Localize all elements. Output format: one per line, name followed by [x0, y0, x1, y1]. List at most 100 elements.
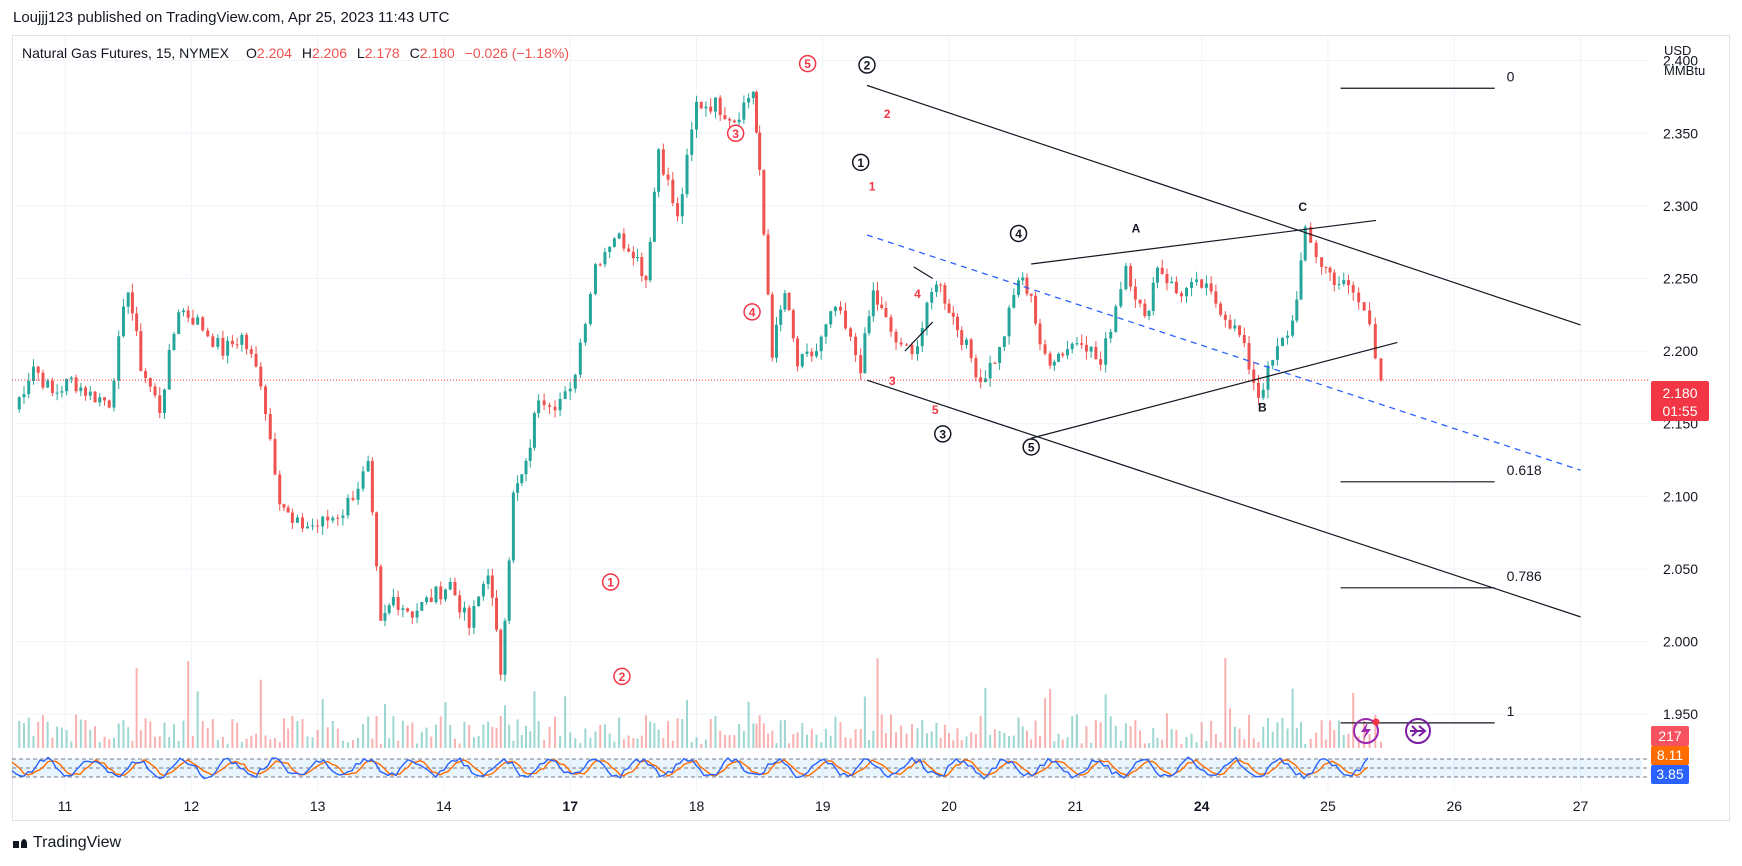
volume-bar: [1039, 735, 1042, 748]
candle-body: [1138, 299, 1142, 304]
price-axis-unit: MMBtu: [1664, 63, 1705, 78]
candle-body: [31, 366, 35, 382]
volume-bar: [1281, 717, 1284, 748]
bolt-icon[interactable]: [1353, 718, 1380, 744]
candle-body: [268, 414, 272, 440]
volume-bar: [89, 730, 92, 748]
candle-body: [718, 97, 722, 116]
volume-bar: [895, 732, 898, 748]
candle-body: [65, 378, 69, 392]
volume-bar: [453, 738, 456, 748]
candle-body: [264, 386, 268, 415]
candle-body: [1314, 242, 1318, 258]
candle-body: [462, 607, 466, 613]
volume-bar: [182, 720, 185, 748]
volume-bar: [989, 734, 992, 748]
volume-bar: [449, 724, 452, 748]
volume-bar: [1148, 743, 1151, 748]
candle-body: [1129, 265, 1133, 287]
price-axis-unit: USD: [1664, 43, 1691, 58]
time-axis-tick: 26: [1446, 798, 1462, 814]
price-axis-tick: 2.100: [1663, 488, 1698, 504]
candle-body: [366, 461, 370, 472]
candle-body: [503, 620, 507, 675]
candle-body: [742, 102, 746, 120]
candle-body: [899, 342, 903, 345]
volume-bar: [274, 738, 277, 748]
candle-body: [1247, 343, 1251, 370]
volume-bar: [60, 727, 63, 748]
volume-bar: [1139, 730, 1142, 748]
candle-body: [351, 497, 355, 500]
wave-label-primary: 5: [1028, 440, 1035, 454]
volume-bar: [608, 733, 611, 748]
volume-bar: [1119, 740, 1122, 748]
candle-body: [960, 330, 964, 345]
candle-body: [751, 91, 755, 99]
tradingview-logo-icon: [13, 838, 27, 848]
publisher-caption: Loujjj123 published on TradingView.com, …: [13, 9, 450, 26]
price-axis-tick: 2.300: [1663, 198, 1698, 214]
candle-body: [783, 293, 787, 310]
candle-body: [920, 328, 924, 347]
candle-body: [415, 610, 419, 618]
candle-body: [617, 233, 621, 239]
candle-body: [588, 293, 592, 325]
volume-bar: [589, 737, 592, 748]
volume-bar: [1324, 739, 1327, 748]
legend-ohlc: O2.204 H2.206 L2.178 C2.180 −0.026 (−1.1…: [246, 45, 569, 61]
forward-replay-icon[interactable]: [1405, 718, 1431, 744]
candle-body: [254, 353, 258, 367]
volume-bar: [1291, 688, 1294, 748]
volume-bar: [1190, 733, 1193, 748]
candle-body: [191, 317, 195, 325]
volume-bar: [1200, 722, 1203, 748]
volume-bar: [144, 718, 147, 748]
volume-bar: [1338, 720, 1341, 748]
candle-body: [943, 285, 947, 304]
volume-bar: [752, 723, 755, 748]
volume-bar: [1363, 720, 1366, 748]
candle-body: [951, 312, 955, 317]
volume-bar: [444, 702, 447, 748]
volume-bar: [1049, 688, 1052, 748]
candle-body: [290, 512, 294, 523]
volume-bar: [196, 691, 199, 748]
candle-body: [98, 397, 102, 403]
wave-label-primary-ring: [851, 153, 870, 172]
candle-body: [177, 312, 181, 334]
candle-body: [1379, 358, 1383, 381]
volume-bar: [187, 661, 190, 748]
volume-bar: [1021, 726, 1024, 748]
volume-bar: [948, 733, 951, 748]
candle-body: [1109, 331, 1113, 339]
volume-bar: [1165, 713, 1168, 748]
candle-body: [495, 597, 499, 630]
candle-body: [481, 584, 485, 597]
candle-body: [849, 328, 853, 337]
candle-body: [196, 317, 200, 325]
candle-body: [511, 492, 515, 561]
price-axis-tick: 2.350: [1663, 125, 1698, 141]
candle-body: [762, 169, 766, 235]
price-axis-tick: 2.000: [1663, 634, 1698, 650]
candle-body: [439, 586, 443, 600]
volume-bar: [709, 718, 712, 748]
candle-body: [1261, 389, 1265, 398]
candle-body: [631, 251, 635, 259]
candle-body: [1143, 303, 1147, 316]
volume-bar: [1143, 743, 1146, 748]
volume-bar: [1057, 733, 1060, 748]
candle-body: [1104, 338, 1108, 365]
candle-body: [1238, 325, 1242, 336]
volume-bar: [1243, 739, 1246, 748]
volume-bar: [211, 719, 214, 748]
candle-body: [612, 238, 616, 247]
volume-bar: [487, 721, 490, 748]
volume-bar: [1315, 732, 1318, 748]
candle-body: [60, 391, 64, 393]
volume-bar: [1368, 733, 1371, 748]
wave-label-intermediate-ring: [613, 667, 631, 686]
volume-bar: [301, 719, 304, 748]
